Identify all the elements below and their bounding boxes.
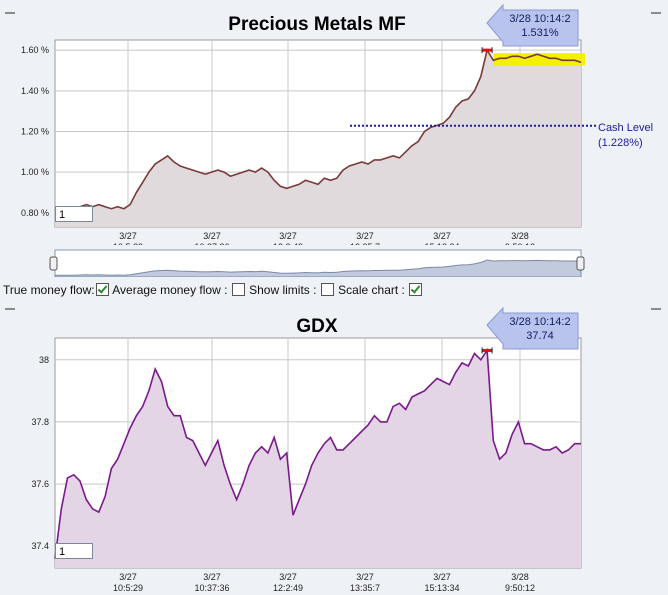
x-tick-date: 3/28 <box>511 231 529 241</box>
series-area <box>55 350 581 568</box>
y-tick-label: 37.6 <box>31 479 49 489</box>
x-tick-date: 3/27 <box>433 572 451 582</box>
series-area <box>55 50 581 228</box>
callout-date: 3/28 10:14:2 <box>509 316 570 328</box>
x-tick-time: 13:35:7 <box>350 583 380 593</box>
y-axis-ticks: 37.4 37.6 37.8 38 <box>31 355 49 551</box>
y-tick-label: 1.40 % <box>21 86 49 96</box>
navigator-handle-left[interactable] <box>49 256 58 271</box>
zoom-input[interactable]: 1 <box>55 543 93 559</box>
callout: 3/28 10:14:2 37.74 <box>486 306 579 350</box>
navigator-area <box>54 259 582 277</box>
current-marker <box>481 47 493 54</box>
range-navigator[interactable] <box>0 247 668 277</box>
y-tick-label: 1.60 % <box>21 45 49 55</box>
navigator-handle-right[interactable] <box>576 256 585 271</box>
series-line <box>54 348 581 559</box>
x-tick-time: 9:50:12 <box>505 242 535 245</box>
y-tick-label: 37.4 <box>31 541 49 551</box>
x-tick-date: 3/27 <box>356 572 374 582</box>
cash-level-label: Cash Level <box>598 122 653 134</box>
x-tick-date: 3/28 <box>511 572 529 582</box>
x-tick-time: 15:13:34 <box>424 583 459 593</box>
x-axis-ticks: 3/2710:5:293/2710:37:363/2712:2:493/2713… <box>113 231 535 245</box>
chart-title: GDX <box>296 316 338 337</box>
callout-value: 37.74 <box>526 330 554 342</box>
callout-date: 3/28 10:14:2 <box>509 13 570 25</box>
zoom-input[interactable]: 1 <box>55 206 93 222</box>
x-tick-date: 3/27 <box>279 572 297 582</box>
true-money-flow-label: True money flow: <box>3 283 95 297</box>
show-limits-checkbox[interactable] <box>320 283 334 296</box>
cash-level-value: (1.228%) <box>598 137 643 149</box>
x-tick-time: 15:13:34 <box>424 242 459 245</box>
y-axis-ticks: 0.80 % 1.00 % 1.20 % 1.40 % 1.60 % <box>21 45 49 218</box>
x-tick-date: 3/27 <box>433 231 451 241</box>
true-money-flow-checkbox[interactable] <box>95 283 109 296</box>
y-tick-label: 0.80 % <box>21 208 49 218</box>
x-tick-date: 3/27 <box>119 572 137 582</box>
marker-bar <box>482 348 493 352</box>
x-tick-time: 10:5:29 <box>113 242 143 245</box>
callout-value: 1.531% <box>521 27 559 39</box>
average-money-flow-checkbox[interactable] <box>231 283 245 296</box>
x-axis-ticks: 3/2710:5:293/2710:37:363/2712:2:493/2713… <box>113 572 535 593</box>
y-tick-label: 37.8 <box>31 417 49 427</box>
x-tick-time: 10:37:36 <box>194 242 229 245</box>
y-tick-label: 1.00 % <box>21 167 49 177</box>
scale-chart-checkbox[interactable] <box>409 283 423 296</box>
x-tick-time: 9:50:12 <box>505 583 535 593</box>
x-tick-time: 12:2:49 <box>273 242 303 245</box>
average-money-flow-label: Average money flow : <box>112 283 228 297</box>
x-tick-time: 10:5:29 <box>113 583 143 593</box>
x-tick-time: 12:2:49 <box>273 583 303 593</box>
x-tick-date: 3/27 <box>119 231 137 241</box>
series-line <box>54 48 582 212</box>
x-tick-date: 3/27 <box>203 231 221 241</box>
callout: 3/28 10:14:2 1.531% <box>486 3 579 47</box>
x-tick-time: 13:35:7 <box>350 242 380 245</box>
chart-controls: True money flow: Average money flow : Sh… <box>3 283 423 297</box>
chart-gdx: GDX 37.437.637.838 3/2710:5:293/2710:37:… <box>5 306 661 593</box>
x-tick-date: 3/27 <box>279 231 297 241</box>
y-tick-label: 38 <box>39 355 49 365</box>
chart-title: Precious Metals MF <box>228 14 405 35</box>
x-tick-date: 3/27 <box>203 572 221 582</box>
scale-chart-label: Scale chart : <box>338 283 405 297</box>
current-marker <box>481 347 493 354</box>
marker-bar <box>482 48 493 52</box>
x-tick-time: 10:37:36 <box>194 583 229 593</box>
x-tick-date: 3/27 <box>356 231 374 241</box>
show-limits-label: Show limits : <box>249 283 317 297</box>
chart-precious-metals: Precious Metals MF Cash Level (1.228%) 0… <box>5 3 661 245</box>
y-tick-label: 1.20 % <box>21 126 49 136</box>
